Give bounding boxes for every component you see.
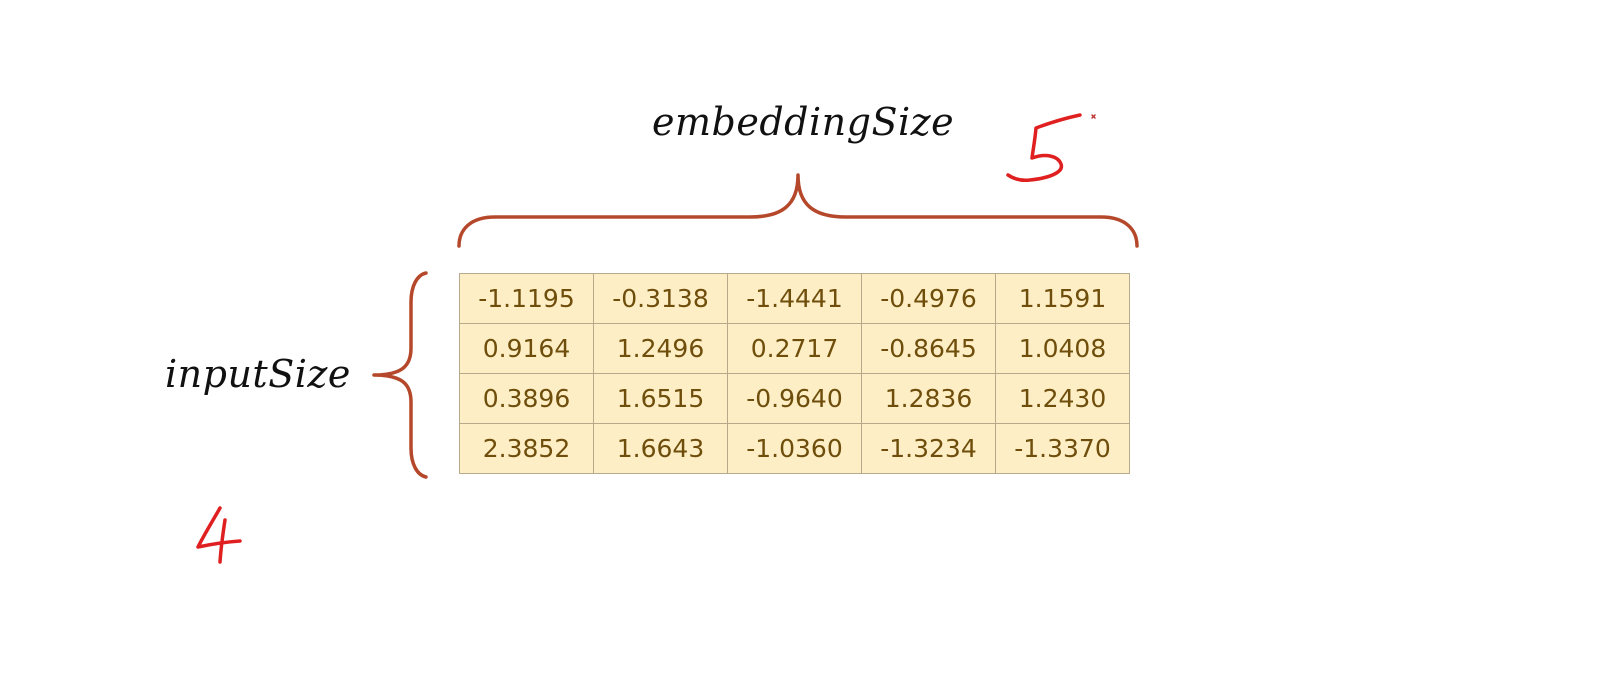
matrix-row: 0.9164 1.2496 0.2717 -0.8645 1.0408: [459, 323, 1130, 374]
matrix-cell: -0.9640: [727, 373, 862, 424]
matrix-cell: 0.9164: [459, 323, 594, 374]
matrix-cell: 1.2496: [593, 323, 728, 374]
matrix-cell: 0.3896: [459, 373, 594, 424]
matrix-body: -1.1195 -0.3138 -1.4441 -0.4976 1.1591 0.9164…: [459, 273, 1130, 474]
matrix-cell: -0.3138: [593, 273, 728, 324]
matrix-row: 0.3896 1.6515 -0.9640 1.2836 1.2430: [459, 373, 1130, 424]
matrix-cell: 1.2430: [995, 373, 1130, 424]
matrix-row: -1.1195 -0.3138 -1.4441 -0.4976 1.1591: [459, 273, 1130, 324]
matrix-cell: -1.4441: [727, 273, 862, 324]
matrix-cell: 1.1591: [995, 273, 1130, 324]
matrix-cell: -0.8645: [861, 323, 996, 374]
embedding-matrix: -1.1195 -0.3138 -1.4441 -0.4976 1.1591 0.9164…: [459, 273, 1130, 474]
embedding-size-label: embeddingSize: [652, 100, 955, 144]
handwritten-four-text: 4: [0, 0, 10, 4]
embedding-brace: [457, 173, 1139, 248]
matrix-cell: -1.0360: [727, 423, 862, 474]
handwritten-five: 5: [0, 0, 1082, 182]
handwritten-four: 4: [0, 0, 242, 564]
matrix-cell: -1.3370: [995, 423, 1130, 474]
handwritten-five-text: 5: [0, 0, 10, 4]
matrix-cell: -1.1195: [459, 273, 594, 324]
matrix-row: 2.3852 1.6643 -1.0360 -1.3234 -1.3370: [459, 423, 1130, 474]
matrix-cell: 1.6643: [593, 423, 728, 474]
matrix-cell: 2.3852: [459, 423, 594, 474]
matrix-cell: 1.2836: [861, 373, 996, 424]
stray-mark: [1091, 114, 1096, 119]
matrix-cell: 0.2717: [727, 323, 862, 374]
matrix-cell: 1.6515: [593, 373, 728, 424]
matrix-cell: -0.4976: [861, 273, 996, 324]
matrix-cell: -1.3234: [861, 423, 996, 474]
input-brace: [372, 271, 428, 479]
input-size-label: inputSize: [165, 352, 351, 396]
matrix-cell: 1.0408: [995, 323, 1130, 374]
